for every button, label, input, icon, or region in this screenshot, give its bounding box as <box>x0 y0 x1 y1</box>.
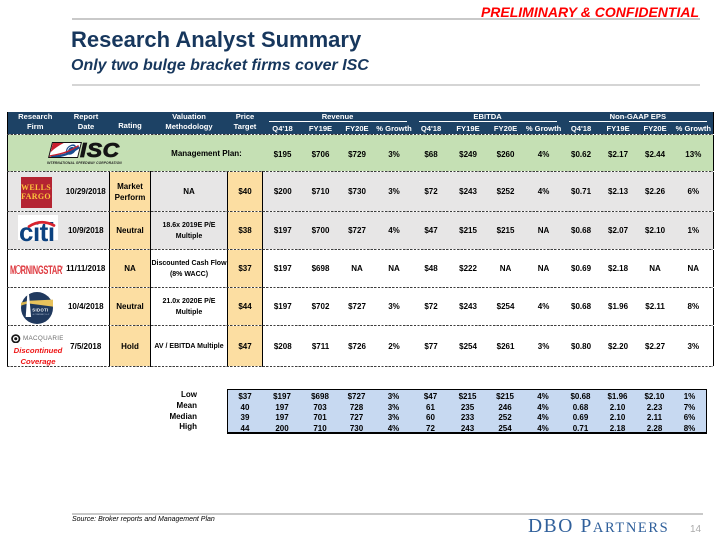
svg-text:SIDOTI: SIDOTI <box>32 307 48 312</box>
svg-text:& COMPANY, LLC: & COMPANY, LLC <box>32 313 49 316</box>
